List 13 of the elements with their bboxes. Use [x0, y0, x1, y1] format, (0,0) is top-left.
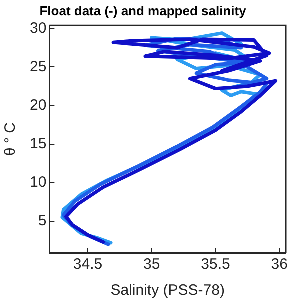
y-axis-title: θ ° C — [2, 122, 20, 156]
y-tick-label: 20 — [30, 96, 47, 114]
y-tick-label: 30 — [30, 20, 47, 37]
y-tick-label: 5 — [38, 212, 47, 230]
x-tick-label: 35.5 — [201, 256, 230, 274]
x-tick-label: 35 — [144, 256, 160, 274]
y-tick-label: 15 — [30, 135, 47, 152]
x-axis-title: Salinity (PSS-78) — [110, 282, 225, 300]
y-tick-label: 25 — [30, 58, 47, 76]
x-tick-label: 34.5 — [73, 256, 103, 274]
x-tick-label: 36 — [271, 256, 288, 274]
y-tick-label: 10 — [30, 174, 47, 191]
chart-title: Float data (-) and mapped salinity — [40, 3, 248, 18]
